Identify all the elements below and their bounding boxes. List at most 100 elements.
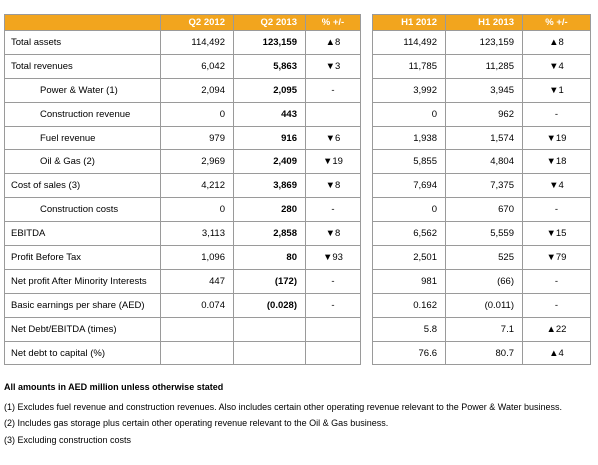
table-row: Net profit After Minority Interests 447 (1… — [4, 268, 591, 294]
header-row: Q2 2012 Q2 2013% +/- H1 2012 H1 2013% +/- — [4, 14, 591, 31]
value-cell: 11,285 — [445, 53, 523, 79]
value-cell: 1,938 — [372, 125, 446, 151]
value-cell: 1,574 — [445, 125, 523, 151]
spacer — [360, 293, 373, 318]
spacer — [360, 78, 373, 103]
value-cell: (172) — [233, 268, 306, 294]
table-row: Oil & Gas (2) 2,969 2,409 ▼19 5,855 4,804 ▼18 — [4, 149, 591, 175]
spacer — [360, 173, 373, 198]
change-cell — [305, 340, 361, 366]
value-cell: 2,409 — [233, 149, 306, 175]
change-cell: ▼1 — [522, 77, 591, 103]
value-cell: 5,559 — [445, 221, 523, 247]
row-label: Total assets — [4, 30, 161, 55]
notes: All amounts in AED million unless otherw… — [4, 381, 594, 450]
note: (3) Excluding construction costs — [4, 434, 132, 445]
table-row: Basic earnings per share (AED) 0.074 (0.02… — [4, 292, 591, 318]
value-cell: 0 — [160, 197, 234, 223]
change-cell: ▼19 — [522, 125, 591, 151]
row-label: Oil & Gas (2) — [4, 149, 161, 175]
value-cell — [160, 340, 234, 366]
table-row: EBITDA 3,113 2,858 ▼8 6,562 5,559 ▼15 — [4, 221, 591, 247]
change-cell: ▼15 — [522, 221, 591, 247]
spacer — [360, 14, 373, 31]
value-cell: (66) — [445, 268, 523, 294]
value-cell: 3,945 — [445, 77, 523, 103]
value-cell: 2,858 — [233, 221, 306, 247]
value-cell: 6,042 — [160, 53, 234, 79]
change-cell — [305, 316, 361, 342]
spacer — [360, 197, 373, 222]
change-cell: - — [522, 292, 591, 318]
spacer — [360, 317, 373, 342]
value-cell: 80.7 — [445, 340, 523, 366]
change-cell: - — [522, 268, 591, 294]
value-cell: 2,094 — [160, 77, 234, 103]
change-cell: ▼4 — [522, 173, 591, 199]
value-cell: 447 — [160, 268, 234, 294]
row-label: EBITDA — [4, 221, 161, 247]
value-cell: 3,113 — [160, 221, 234, 247]
row-label: Cost of sales (3) — [4, 173, 161, 199]
change-cell: ▼4 — [522, 53, 591, 79]
value-cell: 76.6 — [372, 340, 446, 366]
value-cell: 443 — [233, 101, 306, 127]
value-cell: 11,785 — [372, 53, 446, 79]
column-header: % +/- — [522, 14, 591, 31]
column-header — [4, 14, 161, 31]
table-row: Total assets 114,492 123,159 ▲8 114,492 123,1… — [4, 30, 591, 55]
value-cell: 6,562 — [372, 221, 446, 247]
value-cell: 123,159 — [233, 30, 306, 55]
table-row: Net Debt/EBITDA (times) 5.8 7.1 ▲22 — [4, 316, 591, 342]
value-cell: 0 — [160, 101, 234, 127]
change-cell: ▲8 — [522, 30, 591, 55]
spacer — [360, 221, 373, 246]
change-cell: ▼3 — [305, 53, 361, 79]
change-cell: ▼18 — [522, 149, 591, 175]
value-cell: 114,492 — [372, 30, 446, 55]
spacer — [360, 149, 373, 174]
value-cell: 7,694 — [372, 173, 446, 199]
value-cell: 916 — [233, 125, 306, 151]
value-cell: 670 — [445, 197, 523, 223]
note: (1) Excludes fuel revenue and constructi… — [4, 401, 562, 412]
value-cell: (0.028) — [233, 292, 306, 318]
value-cell: (0.011) — [445, 292, 523, 318]
row-label: Total revenues — [4, 53, 161, 79]
table-row: Construction revenue 0 443 0 962- — [4, 101, 591, 127]
value-cell: 981 — [372, 268, 446, 294]
value-cell: 280 — [233, 197, 306, 223]
table-row: Fuel revenue 979 916 ▼6 1,938 1,574 ▼19 — [4, 125, 591, 151]
value-cell: 7.1 — [445, 316, 523, 342]
row-label: Net Debt/EBITDA (times) — [4, 316, 161, 342]
table-row: Construction costs 0 280-0 670- — [4, 197, 591, 223]
value-cell — [160, 316, 234, 342]
change-cell: - — [522, 197, 591, 223]
row-label: Fuel revenue — [4, 125, 161, 151]
change-cell: ▼6 — [305, 125, 361, 151]
spacer — [360, 102, 373, 127]
value-cell: 0.162 — [372, 292, 446, 318]
change-cell: ▲4 — [522, 340, 591, 366]
value-cell: 1,096 — [160, 245, 234, 270]
change-cell: ▼79 — [522, 245, 591, 270]
spacer — [360, 269, 373, 294]
row-label: Net profit After Minority Interests — [4, 268, 161, 294]
value-cell: 2,501 — [372, 245, 446, 270]
value-cell — [233, 316, 306, 342]
row-label: Construction revenue — [4, 101, 161, 127]
change-cell: ▼8 — [305, 173, 361, 199]
value-cell: 4,804 — [445, 149, 523, 175]
change-cell: - — [305, 268, 361, 294]
value-cell: 123,159 — [445, 30, 523, 55]
value-cell: 80 — [233, 245, 306, 270]
column-header: Q2 2013 — [233, 14, 306, 31]
value-cell: 979 — [160, 125, 234, 151]
change-cell: ▼93 — [305, 245, 361, 270]
change-cell: ▲8 — [305, 30, 361, 55]
value-cell: 5,855 — [372, 149, 446, 175]
value-cell: 0 — [372, 197, 446, 223]
change-cell: ▼19 — [305, 149, 361, 175]
row-label: Basic earnings per share (AED) — [4, 292, 161, 318]
